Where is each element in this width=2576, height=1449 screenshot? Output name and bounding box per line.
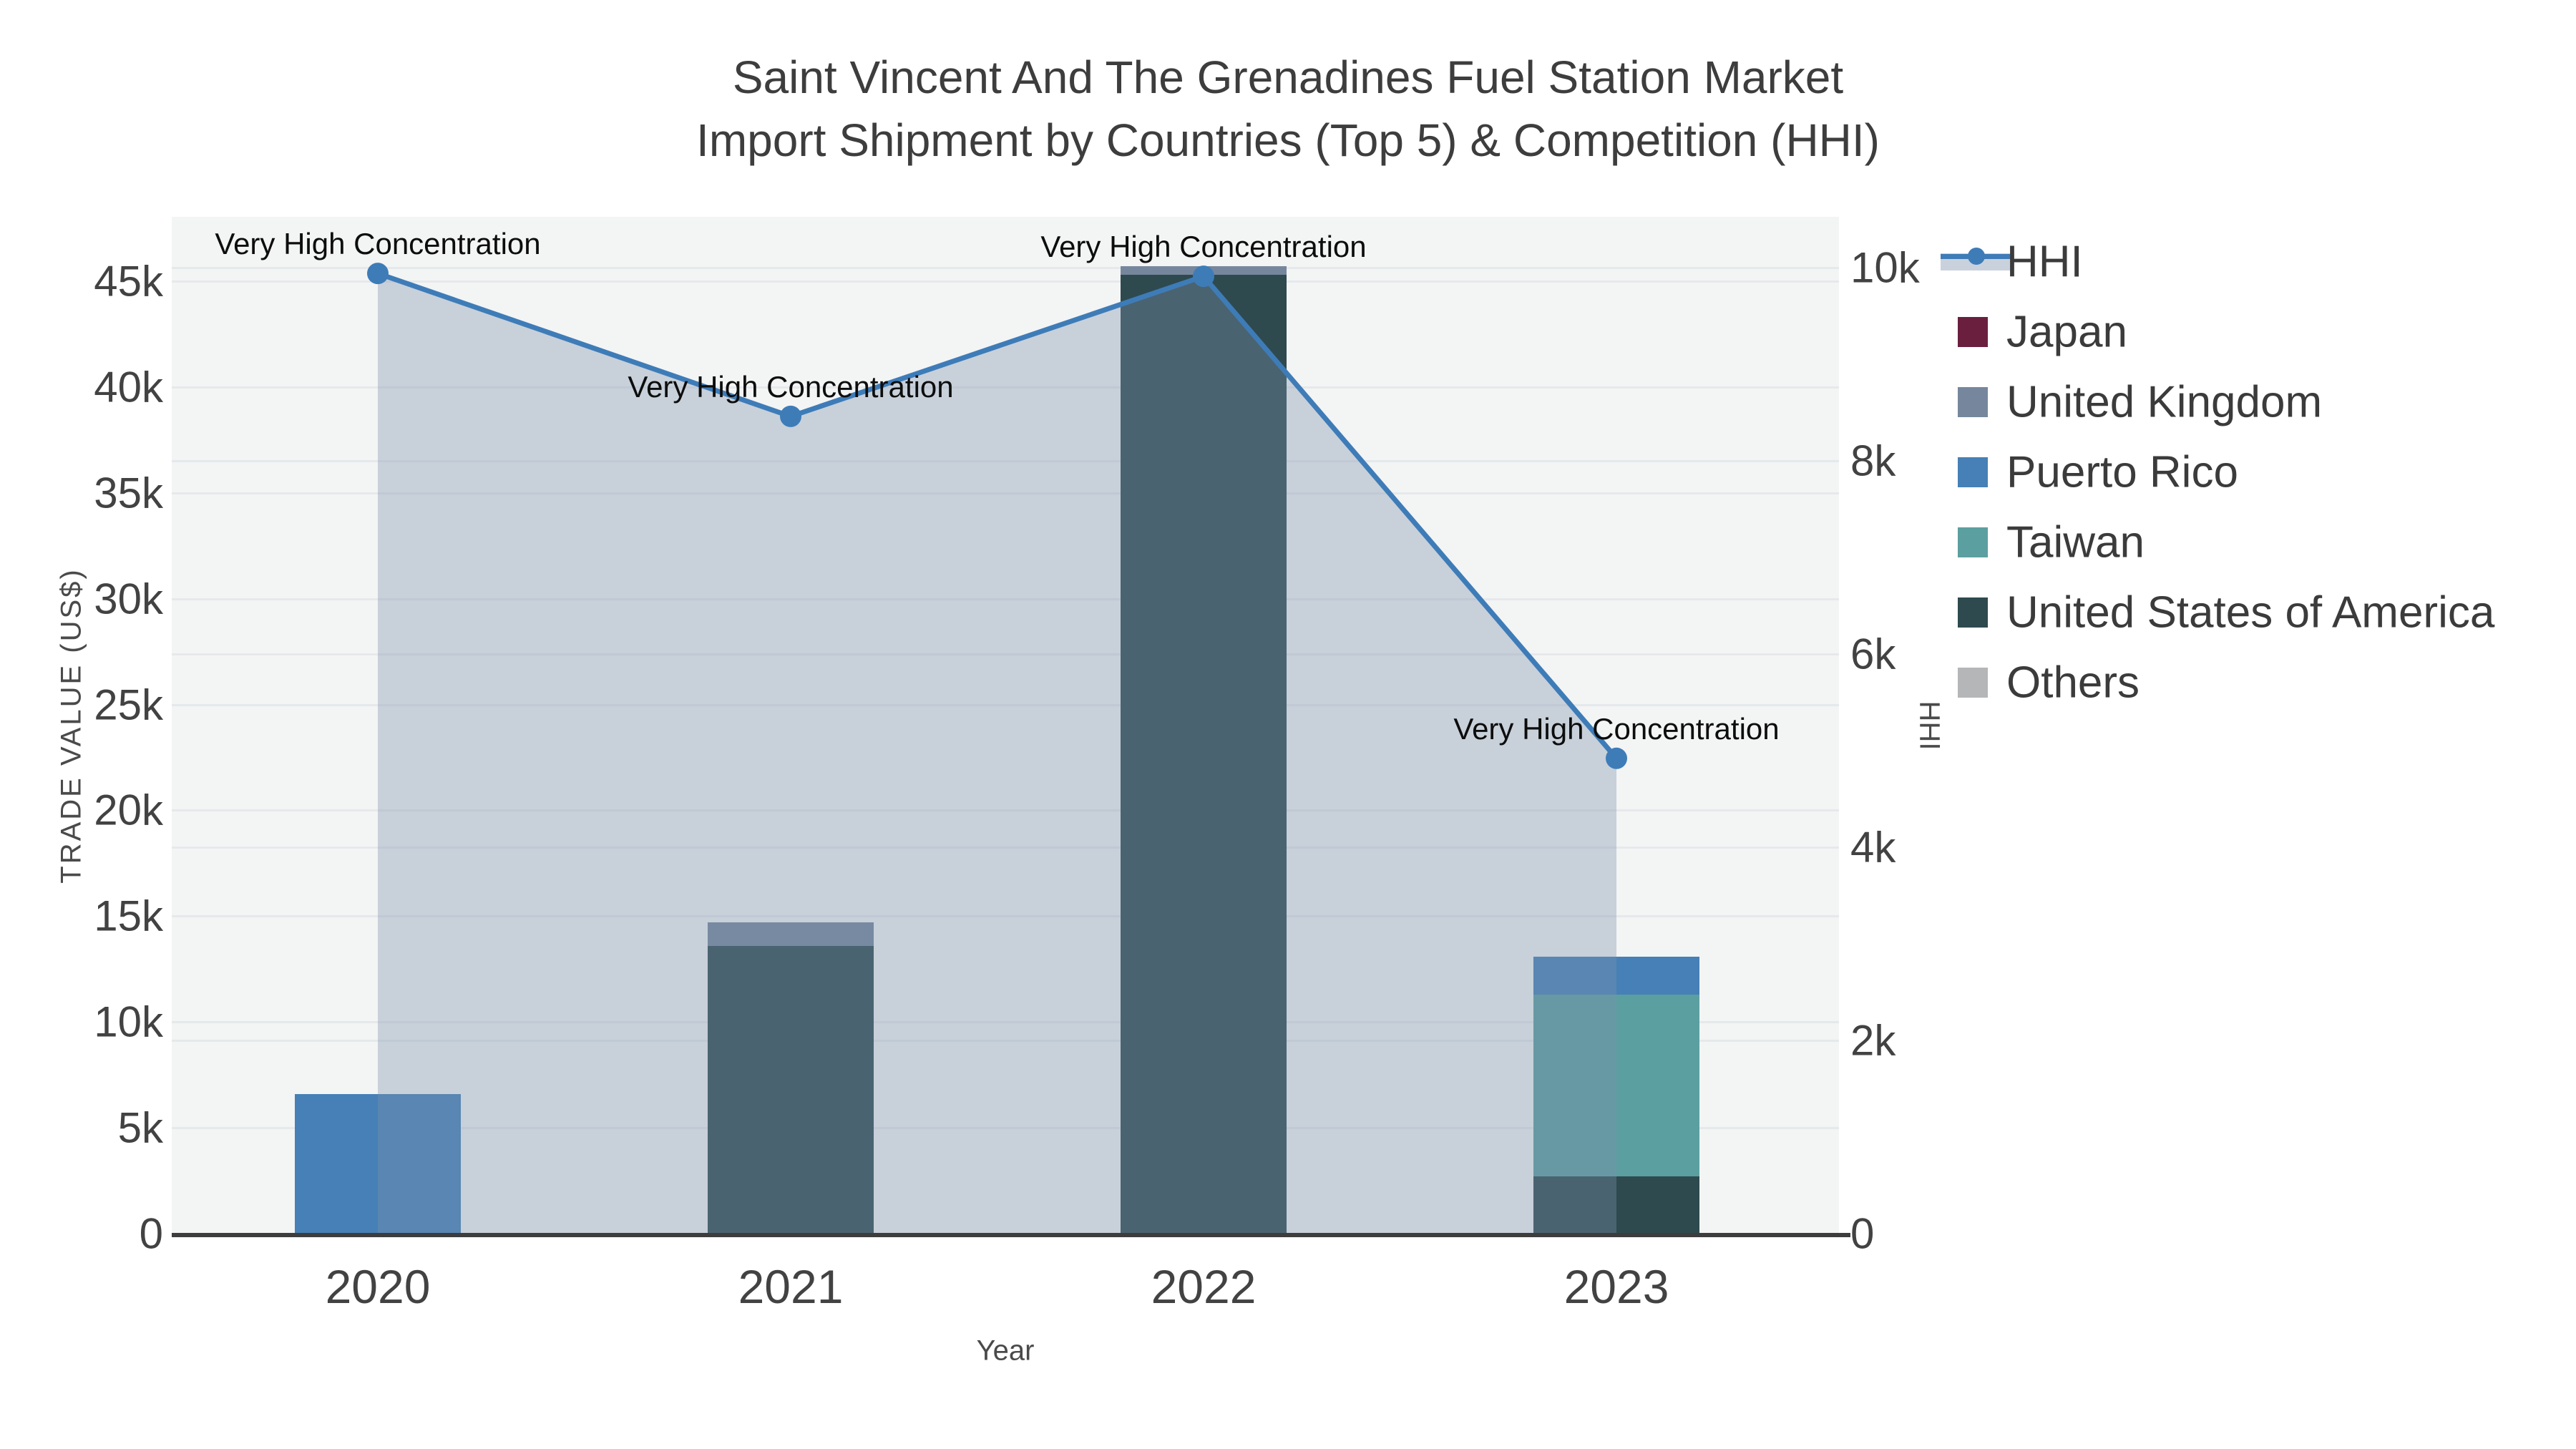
hhi-line (376, 270, 1619, 761)
legend-swatch-japan (1958, 317, 1988, 347)
legend-item-others[interactable]: Others (1941, 648, 2556, 718)
legend-swatch-others (1958, 668, 1988, 698)
bar-segment-united-states-of-america-2023[interactable] (1533, 1176, 1699, 1234)
y-right-tick-0: 0 (1850, 1209, 1875, 1258)
y-left-tick-0: 0 (139, 1209, 163, 1258)
legend-swatch-united-kingdom (1958, 387, 1988, 417)
y-left-tick-30k: 30k (94, 575, 163, 623)
gridline-right-6000 (172, 653, 1839, 655)
legend-label: United Kingdom (2006, 377, 2323, 427)
legend-label: United States of America (2006, 587, 2495, 638)
chart-title-line1: Saint Vincent And The Grenadines Fuel St… (732, 52, 1844, 103)
chart-title-line2: Import Shipment by Countries (Top 5) & C… (696, 114, 1880, 166)
gridline-left-30000 (172, 597, 1839, 600)
legend-item-japan[interactable]: Japan (1941, 297, 2556, 367)
y-right-tick-10k: 10k (1850, 243, 1920, 292)
y-left-tick-20k: 20k (94, 786, 163, 834)
y-left-tick-40k: 40k (94, 363, 163, 411)
gridline-left-45000 (172, 280, 1839, 283)
legend-item-united-kingdom[interactable]: United Kingdom (1941, 367, 2556, 437)
gridline-right-4000 (172, 847, 1839, 849)
gridline-left-20000 (172, 809, 1839, 812)
bar-segment-puerto-rico-2020[interactable] (295, 1093, 461, 1234)
chart-title: Saint Vincent And The Grenadines Fuel St… (0, 46, 2576, 172)
gridline-right-2000 (172, 1040, 1839, 1042)
y-right-tick-2k: 2k (1850, 1016, 1896, 1065)
gridline-left-25000 (172, 703, 1839, 706)
bar-segment-united-states-of-america-2021[interactable] (708, 945, 874, 1234)
annotation-2022: Very High Concentration (1040, 230, 1367, 264)
gridline-left-15000 (172, 915, 1839, 918)
gridline-left-35000 (172, 492, 1839, 494)
gridline-left-10000 (172, 1021, 1839, 1024)
y-right-tick-8k: 8k (1850, 436, 1896, 485)
annotation-2023: Very High Concentration (1453, 711, 1780, 746)
legend-swatch-puerto-rico (1958, 457, 1988, 487)
y-left-tick-35k: 35k (94, 469, 163, 517)
hhi-area-fill (378, 273, 1616, 1234)
hhi-marker-2022[interactable] (1193, 265, 1214, 288)
y-right-tick-6k: 6k (1850, 630, 1896, 678)
y-left-tick-25k: 25k (94, 680, 163, 729)
y-left-tick-15k: 15k (94, 892, 163, 940)
legend-label: HHI (2006, 237, 2083, 287)
legend-item-hhi[interactable]: HHI (1941, 227, 2556, 297)
x-tick-2021: 2021 (738, 1260, 844, 1313)
hhi-marker-2023[interactable] (1606, 747, 1627, 769)
gridline-right-8000 (172, 460, 1839, 462)
bar-segment-taiwan-2023[interactable] (1533, 994, 1699, 1177)
gridline-left-5000 (172, 1127, 1839, 1130)
y-left-tick-10k: 10k (94, 997, 163, 1046)
legend-label: Taiwan (2006, 517, 2145, 567)
x-tick-2022: 2022 (1151, 1260, 1257, 1313)
y-left-tick-5k: 5k (117, 1103, 163, 1152)
bar-segment-united-kingdom-2021[interactable] (708, 922, 874, 946)
legend-swatch-taiwan (1958, 527, 1988, 557)
gridline-left-40000 (172, 386, 1839, 389)
annotation-2020: Very High Concentration (215, 227, 541, 261)
x-axis-line (172, 1233, 1850, 1237)
legend-label: Others (2006, 658, 2140, 708)
legend-swatch-united-states-of-america (1958, 597, 1988, 628)
annotation-2021: Very High Concentration (628, 369, 954, 404)
bar-segment-puerto-rico-2023[interactable] (1533, 956, 1699, 995)
hhi-marker-2021[interactable] (780, 405, 801, 427)
gridline-right-10000 (172, 267, 1839, 269)
bar-segment-united-states-of-america-2022[interactable] (1121, 275, 1287, 1234)
legend-item-taiwan[interactable]: Taiwan (1941, 507, 2556, 577)
y-axis-left-title: TRADE VALUE (US$) (55, 567, 87, 884)
y-right-tick-4k: 4k (1850, 823, 1896, 872)
x-axis-title: Year (976, 1335, 1035, 1367)
y-left-tick-45k: 45k (94, 257, 163, 306)
legend-label: Japan (2006, 307, 2127, 357)
legend-hhi-marker-swatch (1968, 248, 1985, 265)
legend-item-united-states-of-america[interactable]: United States of America (1941, 577, 2556, 648)
x-tick-2023: 2023 (1563, 1260, 1669, 1313)
hhi-marker-2020[interactable] (367, 263, 389, 285)
legend-label: Puerto Rico (2006, 447, 2238, 497)
legend-item-puerto-rico[interactable]: Puerto Rico (1941, 437, 2556, 507)
x-tick-2020: 2020 (325, 1260, 431, 1313)
